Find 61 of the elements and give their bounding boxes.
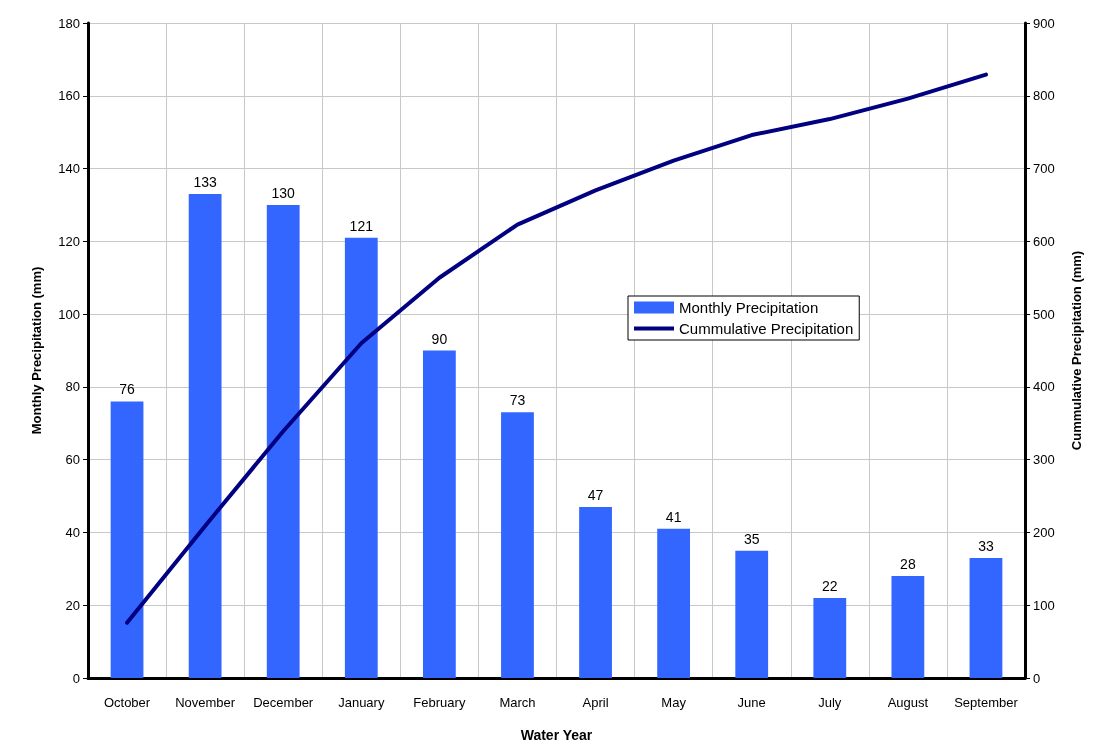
x-tick-label: October [103,695,151,710]
bar [501,412,534,678]
data-label: 28 [900,556,916,573]
y2-tick-label: 300 [1033,452,1055,468]
data-label: 121 [349,217,374,234]
x-tick-label: January [338,695,385,710]
x-tick-label: September [954,695,1019,710]
x-tick-label: May [661,695,687,710]
x-tick-label: June [737,695,766,710]
bar [266,204,300,678]
y-tick-label: 100 [58,306,80,322]
bar [813,597,847,678]
y-tick-label: 20 [65,597,80,613]
bar [657,528,691,678]
data-label: 35 [743,530,760,547]
x-tick-label: August [887,695,929,710]
y2-axis-title: Cummulative Precipitation (mm) [1069,250,1084,451]
data-label: 33 [978,537,994,554]
y-tick-label: 40 [65,524,80,540]
data-label: 22 [822,577,838,594]
y2-tick-label: 400 [1033,379,1055,395]
bar [891,576,925,678]
x-tick-label: February [413,695,466,710]
x-tick-label: April [582,695,609,710]
bar [579,506,612,678]
legend-label: Monthly Precipitation [679,299,819,316]
legend-label: Cummulative Precipitation [679,320,854,337]
y2-tick-label: 100 [1033,597,1055,613]
y2-tick-label: 200 [1033,524,1055,540]
y2-tick-label: 700 [1033,161,1055,177]
bar [110,401,144,678]
y2-tick-label: 0 [1033,670,1041,686]
data-label: 90 [431,330,448,347]
x-axis-title: Water Year [520,727,593,743]
data-label: 41 [665,508,682,525]
bar [969,557,1003,678]
x-tick-label: November [175,695,236,710]
y-tick-label: 60 [65,452,80,468]
y-tick-label: 0 [72,670,80,686]
y-tick-label: 180 [58,15,80,31]
data-label: 73 [509,392,526,409]
y2-tick-label: 900 [1033,15,1055,31]
bar [188,194,222,678]
bar [344,237,378,678]
y2-tick-label: 500 [1033,306,1055,322]
x-tick-label: July [818,695,842,710]
bar [735,550,769,678]
data-label: 130 [271,184,296,201]
y-tick-label: 160 [58,88,80,104]
bar [422,350,456,678]
x-tick-label: December [253,695,314,710]
y2-tick-label: 600 [1033,233,1055,249]
y-tick-label: 120 [58,233,80,249]
data-label: 76 [119,381,136,398]
y-tick-label: 140 [58,161,80,177]
y-tick-label: 80 [65,379,80,395]
y-axis-title: Monthly Precipitation (mm) [29,266,44,435]
x-tick-label: March [499,695,536,710]
data-label: 133 [193,174,218,191]
data-label: 47 [587,486,604,503]
y2-tick-label: 800 [1033,88,1055,104]
